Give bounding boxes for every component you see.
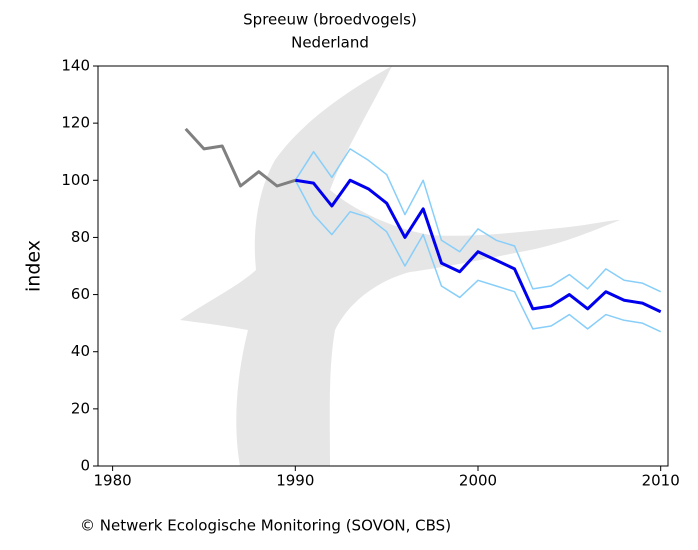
y-tick-label: 100 (61, 171, 90, 189)
series-line (294, 179, 662, 333)
chart-title: Spreeuw (broedvogels) (243, 11, 417, 29)
source-note: © Netwerk Ecologische Monitoring (SOVON,… (80, 517, 451, 535)
x-tick-label: 1980 (94, 472, 132, 490)
y-tick-label: 0 (80, 457, 90, 475)
y-tick-label: 140 (61, 57, 90, 75)
series-line (294, 148, 662, 293)
y-tick-label: 120 (61, 114, 90, 132)
y-tick-label: 80 (71, 228, 90, 246)
y-tick-label: 60 (71, 285, 90, 303)
x-tick-label: 1990 (276, 472, 314, 490)
bird-silhouette (180, 66, 620, 466)
chart-subtitle: Nederland (291, 34, 369, 52)
series-line (184, 127, 296, 188)
x-tick-label: 2000 (459, 472, 497, 490)
y-tick-label: 40 (71, 342, 90, 360)
plot-frame (97, 65, 669, 467)
x-tick-label: 2010 (642, 472, 680, 490)
y-axis-label: index (23, 240, 45, 292)
y-tick-label: 20 (71, 399, 90, 417)
series-line (295, 178, 662, 314)
